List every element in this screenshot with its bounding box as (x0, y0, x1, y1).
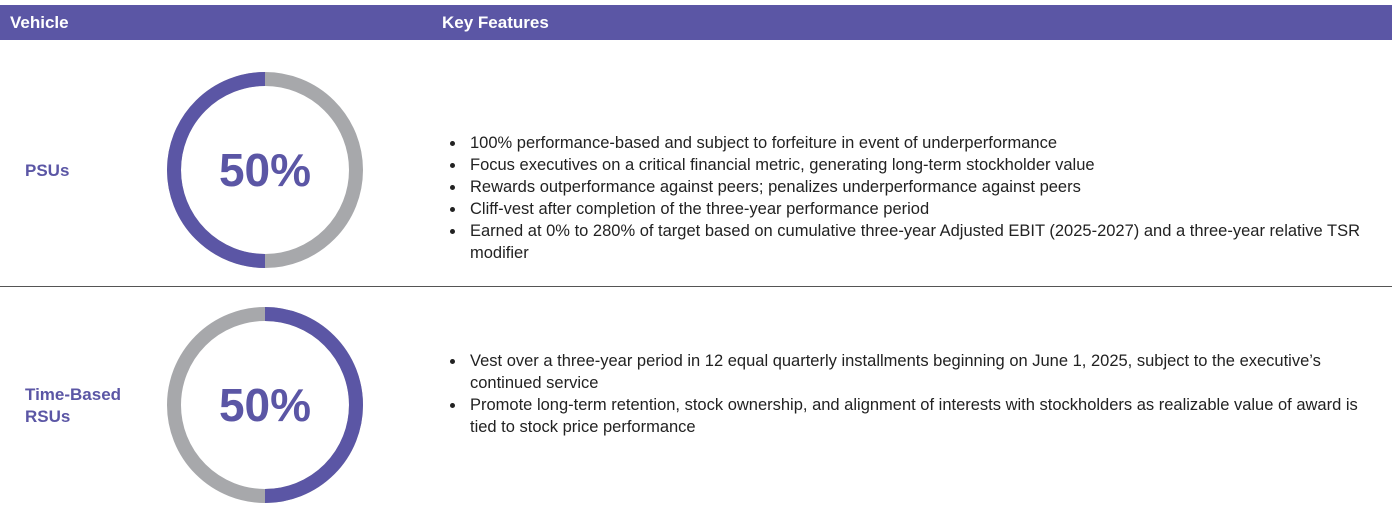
donut-label: 50% (219, 379, 311, 431)
donut-segment (167, 72, 266, 268)
feature-item: Earned at 0% to 280% of target based on … (466, 220, 1366, 264)
feature-item: Focus executives on a critical financial… (466, 154, 1366, 176)
feature-item: Cliff-vest after completion of the three… (466, 198, 1366, 220)
row-separator (0, 286, 1392, 287)
table-row: PSUs 50% 100% performance-based and subjec… (0, 40, 1392, 286)
feature-list: 100% performance-based and subject to fo… (442, 132, 1366, 264)
feature-list: Vest over a three-year period in 12 equa… (442, 350, 1366, 438)
table-header: Vehicle Key Features (0, 5, 1392, 40)
vehicle-name: PSUs (25, 161, 70, 180)
feature-item: Promote long-term retention, stock owner… (466, 394, 1366, 438)
donut-chart: 50% (167, 72, 363, 268)
table-row: Time-Based RSUs 50% Vest over a three-year… (0, 287, 1392, 518)
donut-label: 50% (219, 144, 311, 196)
feature-item: Rewards outperformance against peers; pe… (466, 176, 1366, 198)
feature-item: 100% performance-based and subject to fo… (466, 132, 1366, 154)
donut-chart: 50% (167, 307, 363, 503)
feature-item: Vest over a three-year period in 12 equa… (466, 350, 1366, 394)
header-cell: Key Features (442, 13, 549, 32)
donut-segment (264, 307, 363, 503)
vehicle-name: Time-Based RSUs (25, 385, 122, 426)
header-cell: Vehicle (10, 13, 69, 32)
